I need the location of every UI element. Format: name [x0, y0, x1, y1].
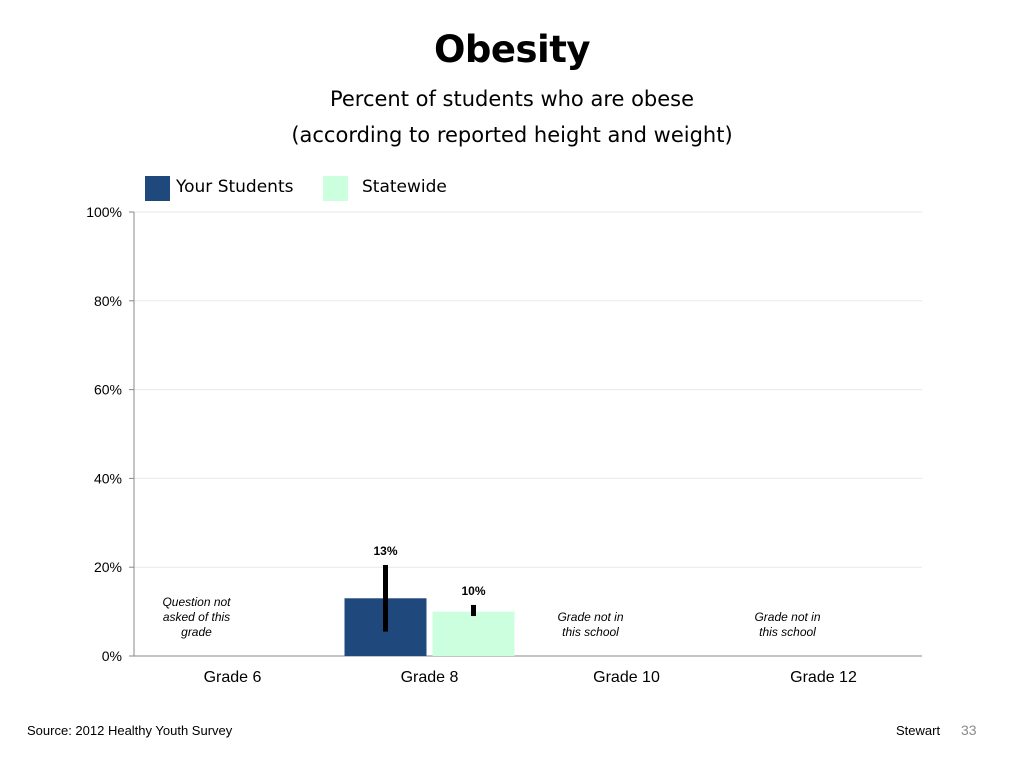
slide-title: Obesity [433, 28, 591, 71]
x-tick-label: Grade 6 [204, 669, 262, 686]
y-tick-label: 20% [94, 559, 122, 575]
annotation-text: Grade not in [754, 610, 820, 624]
data-label: 10% [461, 584, 485, 598]
y-tick-label: 40% [94, 470, 122, 486]
x-tick-label: Grade 12 [790, 669, 857, 686]
legend-swatch-statewide [323, 176, 348, 201]
bar-statewide [432, 611, 515, 656]
x-tick-label: Grade 10 [593, 669, 660, 686]
y-tick-label: 80% [94, 293, 122, 309]
page-number: 33 [961, 722, 977, 738]
legend-label-statewide: Statewide [362, 177, 447, 197]
annotation-text: asked of this [163, 610, 230, 624]
author-name: Stewart [896, 723, 941, 738]
legend-label-your-students: Your Students [176, 177, 294, 197]
annotation-text: Grade not in [557, 610, 623, 624]
error-bar [383, 564, 388, 632]
x-tick-label: Grade 8 [401, 669, 459, 686]
annotation-text: this school [562, 625, 619, 639]
slide-subtitle-line1: Percent of students who are obese [329, 87, 695, 111]
slide-subtitle-line2: (according to reported height and weight… [291, 123, 733, 147]
data-label: 13% [373, 544, 397, 558]
y-tick-label: 60% [94, 382, 122, 398]
y-tick-label: 0% [102, 648, 122, 664]
annotation-text: Question not [162, 595, 231, 609]
source-note: Source: 2012 Healthy Youth Survey [27, 723, 233, 738]
annotation-text: this school [759, 625, 816, 639]
annotation-text: grade [181, 625, 212, 639]
y-tick-label: 100% [86, 204, 122, 220]
legend-swatch-your-students [145, 176, 170, 201]
error-bar [471, 604, 476, 617]
